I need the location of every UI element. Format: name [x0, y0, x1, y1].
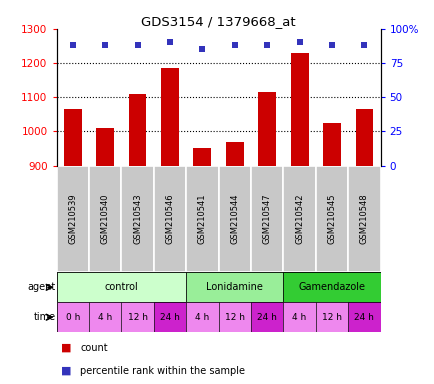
- Bar: [283, 302, 315, 332]
- Text: Gamendazole: Gamendazole: [298, 282, 365, 292]
- Text: 24 h: 24 h: [354, 313, 374, 322]
- Bar: [186, 302, 218, 332]
- Bar: [89, 166, 121, 272]
- Text: count: count: [80, 343, 108, 353]
- Bar: [290, 53, 308, 166]
- Text: GSM210547: GSM210547: [262, 194, 271, 244]
- Text: agent: agent: [28, 282, 56, 292]
- Text: 12 h: 12 h: [127, 313, 147, 322]
- Text: GSM210544: GSM210544: [230, 194, 239, 244]
- Text: 4 h: 4 h: [292, 313, 306, 322]
- Bar: [154, 166, 186, 272]
- Bar: [283, 272, 380, 302]
- Title: GDS3154 / 1379668_at: GDS3154 / 1379668_at: [141, 15, 295, 28]
- Text: 0 h: 0 h: [66, 313, 80, 322]
- Bar: [315, 302, 347, 332]
- Text: GSM210540: GSM210540: [100, 194, 109, 244]
- Text: ■: ■: [61, 366, 71, 376]
- Text: 4 h: 4 h: [98, 313, 112, 322]
- Text: 12 h: 12 h: [321, 313, 341, 322]
- Bar: [355, 109, 372, 166]
- Text: Lonidamine: Lonidamine: [206, 282, 263, 292]
- Bar: [348, 166, 380, 272]
- Bar: [56, 272, 186, 302]
- Text: GSM210539: GSM210539: [68, 194, 77, 244]
- Text: GSM210543: GSM210543: [133, 194, 142, 244]
- Bar: [121, 166, 154, 272]
- Bar: [56, 166, 89, 272]
- Bar: [250, 302, 283, 332]
- Bar: [121, 302, 154, 332]
- Bar: [218, 166, 250, 272]
- Bar: [225, 142, 243, 166]
- Text: time: time: [34, 312, 56, 322]
- Bar: [218, 302, 250, 332]
- Bar: [154, 302, 186, 332]
- Text: 24 h: 24 h: [256, 313, 276, 322]
- Bar: [96, 128, 114, 166]
- Bar: [128, 94, 146, 166]
- Text: GSM210546: GSM210546: [165, 194, 174, 244]
- Bar: [258, 92, 276, 166]
- Bar: [250, 166, 283, 272]
- Bar: [193, 149, 211, 166]
- Bar: [348, 302, 380, 332]
- Text: GSM210548: GSM210548: [359, 194, 368, 244]
- Text: GSM210542: GSM210542: [294, 194, 303, 244]
- Bar: [89, 302, 121, 332]
- Text: control: control: [104, 282, 138, 292]
- Bar: [161, 68, 178, 166]
- Text: 4 h: 4 h: [195, 313, 209, 322]
- Text: GSM210541: GSM210541: [197, 194, 207, 244]
- Bar: [56, 302, 89, 332]
- Text: 12 h: 12 h: [224, 313, 244, 322]
- Text: 24 h: 24 h: [160, 313, 180, 322]
- Bar: [186, 166, 218, 272]
- Bar: [283, 166, 315, 272]
- Text: GSM210545: GSM210545: [327, 194, 336, 244]
- Text: ■: ■: [61, 343, 71, 353]
- Bar: [186, 272, 283, 302]
- Text: percentile rank within the sample: percentile rank within the sample: [80, 366, 245, 376]
- Bar: [315, 166, 347, 272]
- Bar: [64, 109, 82, 166]
- Bar: [322, 123, 340, 166]
